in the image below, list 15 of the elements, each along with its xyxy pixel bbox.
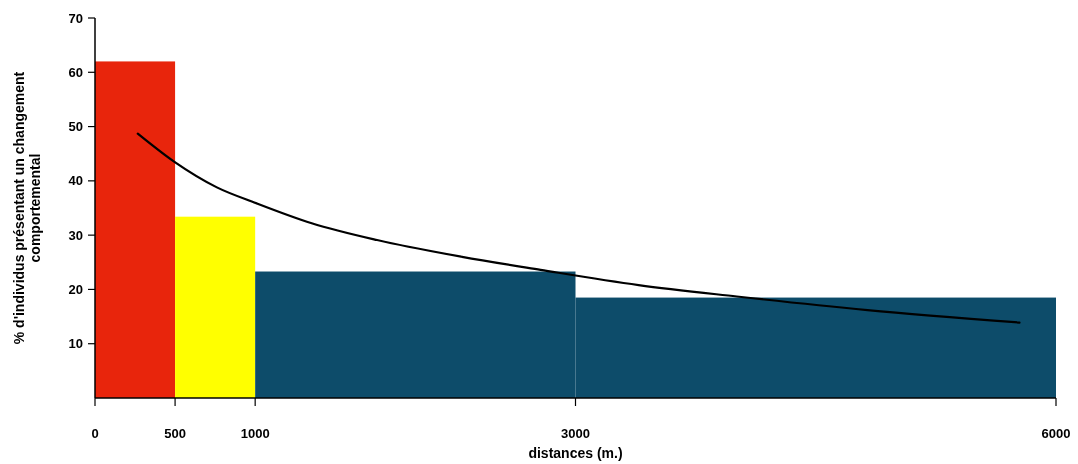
x-tick-label: 1000 (240, 426, 270, 441)
x-tick-label: 500 (164, 426, 186, 441)
y-tick-label: 20 (68, 281, 83, 297)
y-tick-label: 30 (68, 227, 83, 243)
y-axis-title: % d'individus présentant un changement comportemental (11, 71, 43, 345)
y-tick-label: 40 (68, 173, 83, 189)
x-tick-label: 0 (91, 426, 99, 441)
x-tick-label: 6000 (1041, 426, 1071, 441)
x-axis-title: distances (m.) (528, 445, 623, 461)
y-tick-label: 50 (68, 119, 83, 135)
x-tick-label: 3000 (561, 426, 590, 441)
line-series (136, 132, 1021, 324)
y-tick-label: 70 (68, 10, 83, 26)
y-tick-label: 10 (68, 336, 83, 352)
y-tick-label: 60 (68, 64, 83, 80)
